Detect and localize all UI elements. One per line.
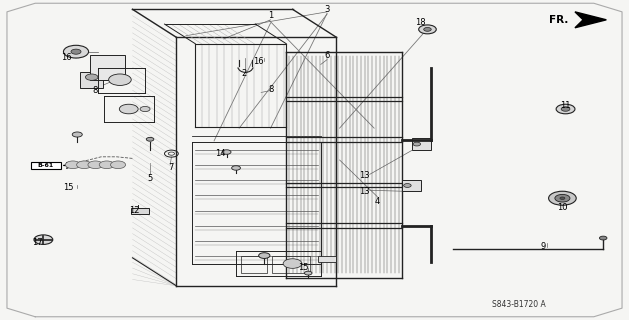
Circle shape: [109, 74, 131, 85]
Circle shape: [555, 195, 570, 202]
Circle shape: [222, 150, 231, 154]
Circle shape: [556, 104, 575, 114]
Text: 13: 13: [359, 188, 370, 196]
Text: 7: 7: [169, 164, 174, 172]
Circle shape: [99, 161, 114, 169]
Circle shape: [560, 197, 565, 199]
Circle shape: [548, 191, 576, 205]
Circle shape: [111, 161, 126, 169]
Circle shape: [404, 184, 411, 188]
Circle shape: [86, 74, 98, 80]
Bar: [31, 162, 61, 169]
Circle shape: [304, 271, 312, 275]
Circle shape: [413, 142, 421, 146]
Text: 6: 6: [325, 51, 330, 60]
Text: 3: 3: [325, 5, 330, 14]
Text: 14: 14: [215, 149, 226, 158]
Circle shape: [140, 107, 150, 112]
Text: 15: 15: [64, 183, 74, 192]
Bar: [241, 256, 267, 273]
Text: 5: 5: [147, 174, 153, 183]
Circle shape: [65, 161, 81, 169]
Circle shape: [419, 25, 437, 34]
Text: 10: 10: [557, 203, 567, 212]
Text: 12: 12: [129, 206, 140, 215]
Text: 15: 15: [298, 263, 308, 272]
Circle shape: [283, 259, 302, 268]
Polygon shape: [575, 12, 606, 28]
Circle shape: [147, 137, 154, 141]
Text: S843-B1720 A: S843-B1720 A: [492, 300, 545, 308]
Text: FR.: FR.: [549, 15, 569, 25]
Text: B-61: B-61: [38, 163, 54, 168]
Circle shape: [561, 107, 570, 111]
Text: 1: 1: [268, 12, 273, 20]
Bar: [131, 208, 149, 214]
Circle shape: [77, 161, 92, 169]
Circle shape: [599, 236, 607, 240]
Bar: [403, 180, 421, 191]
Text: 17: 17: [32, 238, 42, 247]
Text: 9: 9: [540, 242, 545, 251]
Bar: [91, 55, 125, 80]
Circle shape: [231, 166, 240, 170]
Text: 2: 2: [242, 69, 247, 78]
Text: 4: 4: [375, 197, 380, 206]
Text: 11: 11: [560, 101, 571, 110]
Bar: [272, 256, 310, 273]
Text: 8: 8: [92, 86, 97, 95]
Bar: [81, 72, 103, 88]
Bar: [318, 256, 337, 262]
Circle shape: [424, 28, 431, 31]
Text: 18: 18: [415, 18, 425, 27]
Text: 13: 13: [359, 172, 370, 180]
Circle shape: [34, 235, 53, 244]
Circle shape: [71, 49, 81, 54]
Text: 8: 8: [268, 85, 273, 94]
Circle shape: [120, 104, 138, 114]
Circle shape: [64, 45, 89, 58]
Circle shape: [72, 132, 82, 137]
Circle shape: [88, 161, 103, 169]
Circle shape: [259, 253, 270, 259]
Bar: [412, 138, 431, 150]
Text: 16: 16: [253, 57, 264, 66]
Text: 16: 16: [60, 53, 71, 62]
